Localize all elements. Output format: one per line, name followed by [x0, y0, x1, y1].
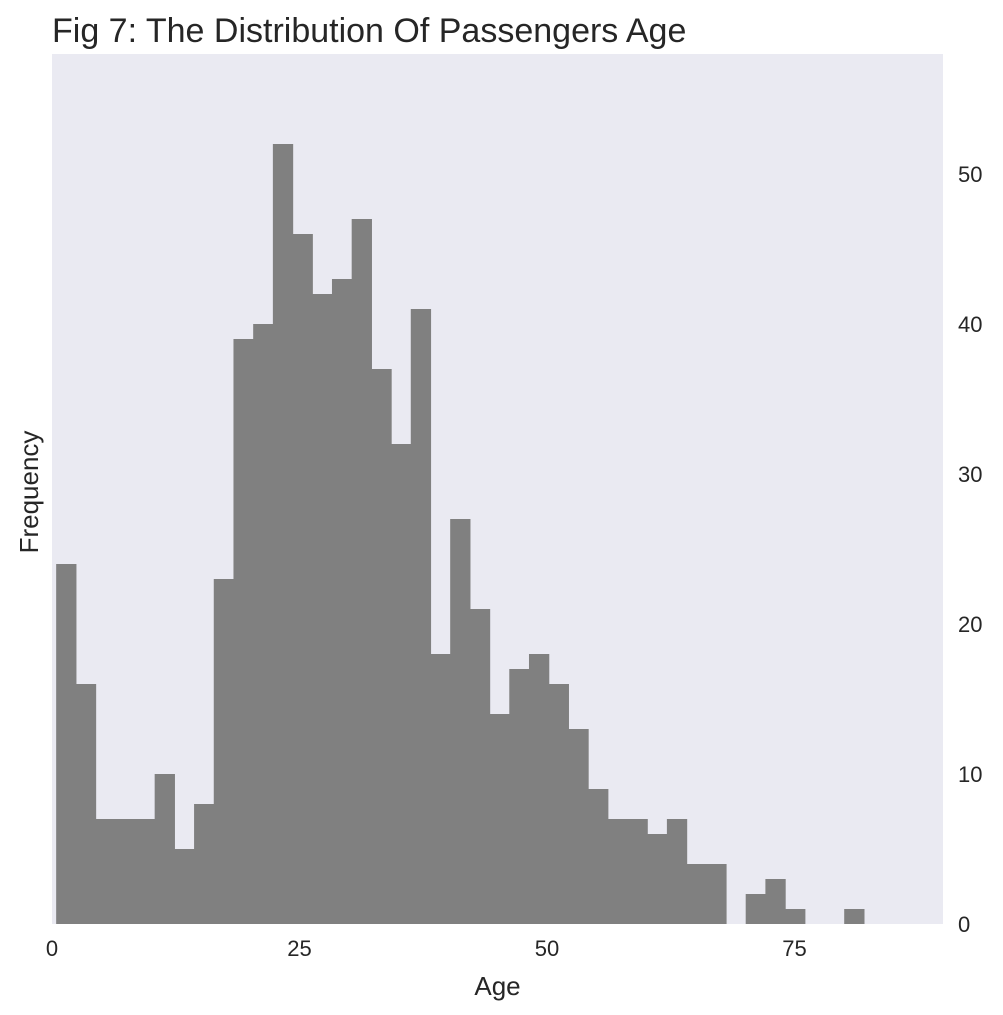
histogram-bar — [607, 819, 629, 924]
histogram-bar — [95, 819, 116, 924]
x-axis-label: Age — [474, 971, 520, 1001]
y-tick-label: 30 — [958, 462, 982, 487]
histogram-bar — [56, 564, 77, 924]
chart-title: Fig 7: The Distribution Of Passengers Ag… — [52, 12, 686, 50]
x-tick-label: 25 — [287, 936, 311, 961]
histogram-bar — [75, 684, 97, 924]
histogram-bar — [253, 324, 274, 924]
histogram-bar — [647, 834, 668, 924]
histogram-bar — [312, 294, 333, 924]
x-ticks-group: 0 25 50 75 — [46, 936, 807, 961]
histogram-bar — [272, 144, 294, 924]
histogram-bar — [528, 654, 550, 924]
histogram-bar — [548, 684, 569, 924]
histogram-bar — [134, 819, 156, 924]
histogram-bar — [450, 519, 471, 924]
histogram-bar — [627, 819, 648, 924]
histogram-bar — [706, 864, 727, 924]
y-tick-label: 40 — [958, 312, 982, 337]
histogram-bar — [233, 339, 254, 924]
histogram-bar — [785, 909, 806, 924]
histogram-bar — [509, 669, 530, 924]
y-tick-label: 10 — [958, 762, 982, 787]
histogram-bar — [686, 864, 707, 924]
histogram-bar — [666, 819, 688, 924]
histogram-bar — [489, 714, 510, 924]
histogram-bar — [351, 219, 372, 924]
histogram-bar — [844, 909, 865, 924]
histogram-bar — [765, 879, 786, 924]
histogram-bar — [194, 804, 215, 924]
histogram-bar — [391, 444, 412, 924]
histogram-bar — [292, 234, 313, 924]
y-axis-label: Frequency — [14, 431, 44, 554]
histogram-bar — [745, 894, 766, 924]
histogram-bar — [588, 789, 609, 924]
histogram-bar — [115, 819, 136, 924]
histogram-bar — [469, 609, 491, 924]
histogram-bar — [568, 729, 589, 924]
y-tick-label: 20 — [958, 612, 982, 637]
x-tick-label: 0 — [46, 936, 58, 961]
histogram-bar — [410, 309, 432, 924]
histogram-bar — [154, 774, 175, 924]
x-tick-label: 75 — [782, 936, 806, 961]
bars-group — [56, 144, 865, 924]
histogram-bar — [213, 579, 235, 924]
histogram-bar — [371, 369, 392, 924]
y-tick-label: 50 — [958, 162, 982, 187]
histogram-bar — [331, 279, 353, 924]
x-tick-label: 50 — [535, 936, 559, 961]
histogram-bar — [430, 654, 451, 924]
y-tick-label: 0 — [958, 912, 970, 937]
histogram-bar — [174, 849, 195, 924]
y-ticks-group: 0 10 20 30 40 50 — [958, 162, 982, 937]
